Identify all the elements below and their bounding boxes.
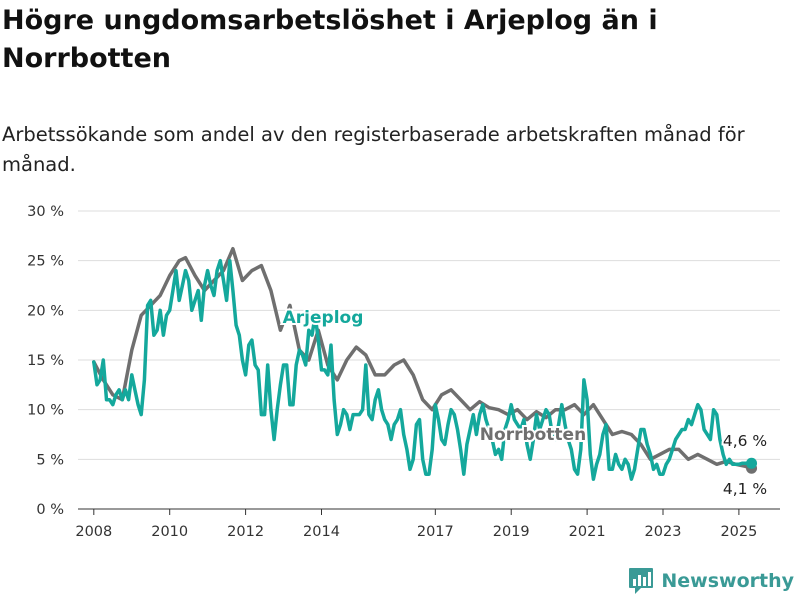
x-tick-label: 2017 (417, 524, 454, 540)
y-axis-ticks: 0 % 5 % 10 % 15 % 20 % 25 % 30 % (27, 204, 64, 518)
x-tick-label: 2023 (645, 524, 682, 540)
series-label-norrbotten: Norrbotten (480, 425, 586, 445)
y-tick-label: 10 % (27, 403, 64, 419)
x-tick-label: 2012 (227, 524, 264, 540)
chart-subtitle: Arbetssökande som andel av den registerb… (2, 123, 745, 176)
end-point-arjeplog (746, 457, 758, 469)
end-label-arjeplog: 4,6 % (723, 432, 767, 450)
brand-logo: Newsworthy (629, 568, 794, 594)
x-tick-label: 2025 (720, 524, 757, 540)
y-tick-label: 0 % (36, 502, 64, 518)
series-lines (92, 246, 758, 481)
series-labels: Arjeplog Norrbotten 4,6 % 4,1 % (281, 306, 770, 500)
series-label-arjeplog: Arjeplog (283, 308, 364, 328)
bar-chart-logo-icon (629, 568, 654, 594)
line-chart: 0 %5 %10 %15 %20 %25 %30 % 2008 2010 2012 2… (27, 204, 780, 540)
x-tick-label: 2021 (569, 524, 606, 540)
y-tick-label: 25 % (27, 254, 64, 270)
end-label-norrbotten: 4,1 % (723, 480, 767, 498)
x-tick-label: 2008 (75, 524, 112, 540)
y-tick-label: 15 % (27, 353, 64, 369)
x-axis-ticks: 2008 2010 2012 2014 2017 2019 2021 2023 2025 (75, 509, 757, 540)
brand-name: Newsworthy (661, 570, 794, 592)
x-tick-label: 2014 (303, 524, 340, 540)
chart-title: Högre ungdomsarbetslöshet i Arjeplog än … (2, 5, 658, 74)
series-line-norrbotten (92, 246, 754, 471)
series-line-arjeplog (92, 258, 754, 481)
y-tick-label: 30 % (27, 204, 64, 220)
x-tick-label: 2010 (151, 524, 188, 540)
x-tick-label: 2019 (493, 524, 530, 540)
y-tick-label: 5 % (36, 452, 64, 468)
y-tick-label: 20 % (27, 303, 64, 319)
